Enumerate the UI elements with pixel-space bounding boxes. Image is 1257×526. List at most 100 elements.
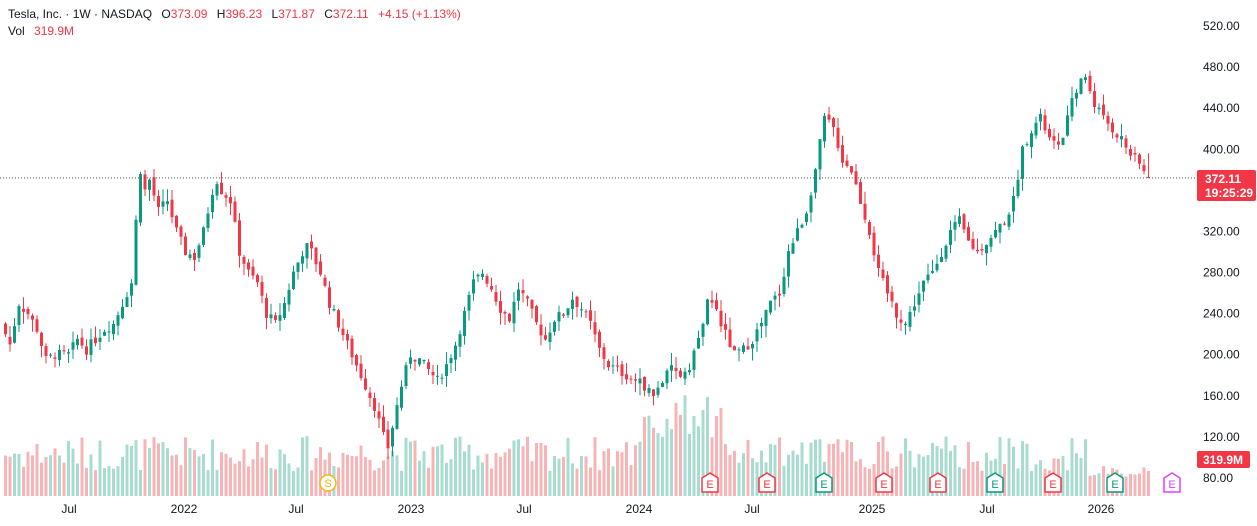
close-label: C — [324, 7, 333, 21]
y-tick-label: 520.00 — [1203, 19, 1240, 33]
x-tick-label: 2025 — [859, 502, 886, 516]
candle-body — [490, 286, 493, 290]
volume-bar — [4, 455, 7, 496]
candle-body — [589, 310, 592, 321]
candle-body — [769, 300, 772, 313]
candle-body — [962, 214, 966, 230]
earnings-event-marker[interactable]: E — [986, 472, 1004, 493]
candle-body — [58, 350, 61, 361]
earnings-event-marker[interactable]: E — [701, 472, 719, 493]
y-tick-label: 280.00 — [1203, 266, 1240, 280]
earnings-event-marker[interactable]: E — [758, 472, 776, 493]
x-tick-label: 2023 — [398, 502, 425, 516]
open-label: O — [161, 7, 171, 21]
candle-body — [283, 302, 286, 318]
earnings-event-marker[interactable]: E — [1163, 472, 1181, 493]
symbol-title[interactable]: Tesla, Inc. · 1W · NASDAQ — [8, 7, 153, 21]
volume-bar — [526, 436, 529, 496]
candle-body — [427, 362, 430, 369]
volume-bar — [755, 462, 759, 496]
volume-bar — [1039, 460, 1042, 496]
candle-body — [238, 220, 241, 256]
volume-bar — [836, 439, 840, 496]
x-tick-label: Jul — [979, 502, 994, 516]
svg-text:E: E — [880, 479, 887, 491]
candle-body — [314, 247, 318, 265]
candle-body — [4, 323, 7, 335]
candle-body — [76, 338, 79, 346]
y-axis: 520.00480.00440.00400.00360.00320.00280.… — [1203, 19, 1240, 485]
volume-bar — [692, 415, 696, 496]
volume-bar — [157, 443, 160, 496]
volume-bar — [125, 444, 129, 496]
volume-bar — [301, 437, 304, 496]
split-event-marker[interactable]: S — [319, 474, 337, 492]
candle-body — [904, 323, 907, 326]
candle-body — [679, 370, 682, 377]
candle-body — [985, 244, 988, 254]
candle-body — [337, 310, 340, 328]
candle-body — [508, 313, 511, 322]
volume-bar — [706, 396, 709, 496]
volume-bar — [89, 454, 93, 496]
earnings-event-marker[interactable]: E — [1106, 472, 1124, 493]
candle-body — [553, 321, 556, 332]
candle-body — [994, 230, 997, 238]
volume-bar — [652, 427, 655, 496]
volume-bar — [697, 426, 700, 496]
volume-bar — [431, 446, 435, 496]
volume-bar — [1075, 453, 1078, 496]
candle-body — [422, 359, 426, 362]
y-tick-label: 160.00 — [1203, 389, 1240, 403]
volume-bar — [1007, 438, 1011, 496]
candle-body — [1007, 214, 1011, 227]
candle-body — [895, 303, 898, 318]
candle-body — [1039, 114, 1042, 122]
x-tick-label: 2024 — [626, 502, 653, 516]
earnings-event-marker[interactable]: E — [929, 472, 947, 493]
volume-bar — [314, 458, 318, 496]
volume-bar — [386, 456, 390, 496]
candle-body — [139, 174, 142, 223]
svg-text:E: E — [706, 479, 713, 491]
candle-body — [665, 370, 669, 384]
close-value: 372.11 — [332, 7, 369, 21]
volume-bar — [620, 452, 624, 496]
volume-bar — [967, 441, 970, 496]
candle-body — [1070, 98, 1074, 117]
volume-bar — [193, 450, 196, 496]
volume-bar — [175, 454, 178, 496]
candle-body — [598, 331, 601, 348]
candle-body — [260, 282, 264, 296]
earnings-event-marker[interactable]: E — [815, 472, 833, 493]
svg-text:E: E — [1049, 479, 1056, 491]
candle-body — [1075, 92, 1078, 99]
candle-body — [841, 145, 844, 163]
candle-body — [1043, 115, 1047, 131]
volume-bar — [17, 453, 21, 496]
volume-bar — [971, 461, 975, 496]
earnings-event-marker[interactable]: E — [1044, 472, 1062, 493]
candle-body — [751, 343, 754, 349]
candle-body — [881, 269, 885, 279]
volume-bar — [769, 444, 772, 496]
candle-body — [683, 371, 687, 379]
volume-bar — [683, 395, 687, 496]
volume-bar — [589, 467, 592, 496]
volume-bar — [688, 433, 691, 496]
candle-body — [674, 367, 678, 371]
volume-bar — [530, 461, 534, 496]
volume-bar — [229, 457, 232, 496]
candle-body — [634, 379, 637, 381]
earnings-event-marker[interactable]: E — [875, 472, 893, 493]
x-tick-label: Jul — [288, 502, 303, 516]
volume-bar — [337, 467, 340, 496]
candle-body — [170, 199, 174, 218]
volume-bar — [886, 451, 889, 496]
svg-text:E: E — [763, 479, 770, 491]
candle-body — [593, 322, 597, 335]
volume-bar — [373, 470, 376, 496]
